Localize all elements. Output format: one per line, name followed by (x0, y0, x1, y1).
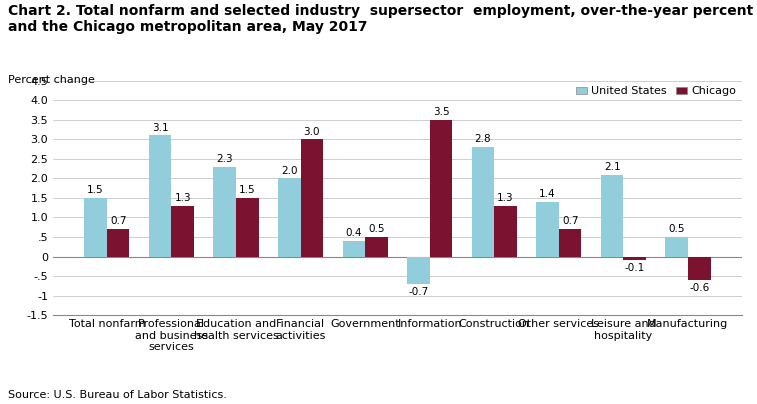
Bar (407, 257, 430, 284)
Text: Percent change: Percent change (8, 75, 95, 85)
Bar (171, 206, 194, 257)
Bar (624, 257, 646, 261)
Bar (343, 241, 365, 257)
Text: 1.3: 1.3 (497, 193, 514, 203)
Bar (472, 147, 494, 257)
Text: 2.0: 2.0 (281, 166, 298, 176)
Text: 1.4: 1.4 (539, 189, 556, 199)
Text: 1.3: 1.3 (174, 193, 191, 203)
Text: -0.7: -0.7 (408, 286, 428, 297)
Text: 0.5: 0.5 (368, 224, 385, 234)
Bar (430, 120, 452, 257)
Bar (278, 179, 301, 257)
Bar (301, 139, 323, 257)
Text: 0.5: 0.5 (668, 224, 685, 234)
Bar (107, 229, 129, 257)
Bar (213, 167, 236, 257)
Text: 3.1: 3.1 (152, 123, 169, 133)
Text: Source: U.S. Bureau of Labor Statistics.: Source: U.S. Bureau of Labor Statistics. (8, 390, 226, 400)
Text: 0.4: 0.4 (346, 228, 362, 238)
Bar (149, 135, 171, 257)
Text: 2.1: 2.1 (604, 162, 621, 172)
Bar (601, 175, 624, 257)
Text: -0.6: -0.6 (689, 283, 709, 293)
Text: 3.0: 3.0 (304, 126, 320, 137)
Bar (84, 198, 107, 257)
Bar (688, 257, 711, 280)
Text: 1.5: 1.5 (239, 185, 256, 195)
Text: Chart 2. Total nonfarm and selected industry  supersector  employment, over-the-: Chart 2. Total nonfarm and selected indu… (8, 4, 757, 34)
Text: 1.5: 1.5 (87, 185, 104, 195)
Text: 2.3: 2.3 (217, 154, 233, 164)
Legend: United States, Chicago: United States, Chicago (572, 82, 741, 101)
Text: 2.8: 2.8 (475, 135, 491, 145)
Text: -0.1: -0.1 (625, 263, 645, 273)
Bar (665, 237, 688, 257)
Bar (236, 198, 259, 257)
Bar (536, 202, 559, 257)
Bar (559, 229, 581, 257)
Text: 3.5: 3.5 (433, 107, 450, 117)
Bar (365, 237, 388, 257)
Text: 0.7: 0.7 (110, 217, 126, 227)
Bar (494, 206, 517, 257)
Text: 0.7: 0.7 (562, 217, 578, 227)
